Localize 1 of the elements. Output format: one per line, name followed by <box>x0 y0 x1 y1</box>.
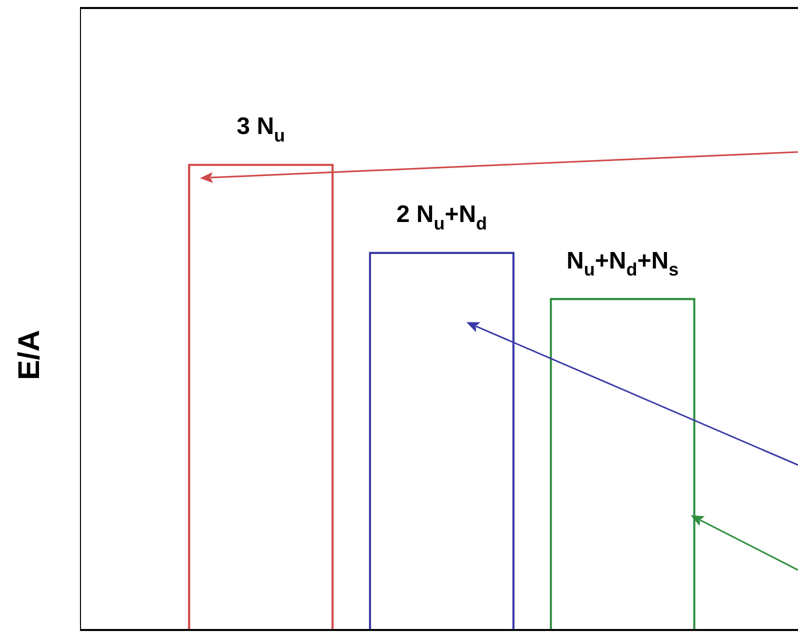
y-axis-title: E/A <box>13 330 47 380</box>
